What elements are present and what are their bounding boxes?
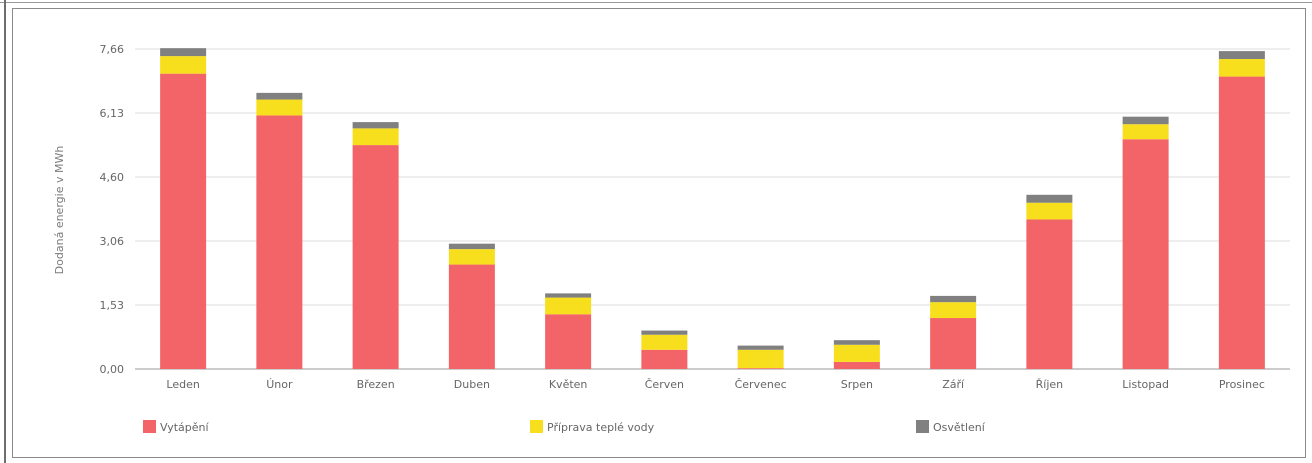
bar-priprava-tepla-vody xyxy=(1026,202,1073,220)
bar-vytapeni xyxy=(1218,76,1265,369)
y-tick-label: 0,00 xyxy=(100,363,125,376)
bar-priprava-tepla-vody xyxy=(545,297,592,315)
legend-swatch xyxy=(143,420,156,433)
bar-osvetleni xyxy=(1218,51,1265,60)
bar-vytapeni xyxy=(352,145,399,369)
bar-osvetleni xyxy=(737,345,784,350)
bar-priprava-tepla-vody xyxy=(1218,59,1265,77)
legend-label: Vytápění xyxy=(160,421,210,434)
bar-priprava-tepla-vody xyxy=(737,349,784,369)
bar-vytapeni xyxy=(545,314,592,369)
bar-vytapeni xyxy=(930,318,977,369)
page-edge-left xyxy=(4,0,6,463)
bar-priprava-tepla-vody xyxy=(833,344,880,362)
bar-vytapeni xyxy=(737,368,784,369)
bars xyxy=(160,48,1265,369)
bar-osvetleni xyxy=(1122,116,1169,125)
bar-priprava-tepla-vody xyxy=(160,56,207,74)
x-tick-label: Květen xyxy=(549,378,588,391)
bar-osvetleni xyxy=(833,340,880,345)
x-tick-label: Leden xyxy=(166,378,199,391)
bar-vytapeni xyxy=(641,349,688,369)
x-tick-label: Únor xyxy=(266,378,293,391)
legend: Vytápění Příprava teplé vody Osvětlení xyxy=(143,420,986,434)
x-tick-label: Září xyxy=(942,378,965,391)
x-tick-label: Červen xyxy=(645,378,684,391)
x-tick-label: Březen xyxy=(357,378,395,391)
bar-priprava-tepla-vody xyxy=(930,302,977,319)
y-tick-label: 4,60 xyxy=(100,171,125,184)
bar-vytapeni xyxy=(256,115,303,369)
legend-label: Osvětlení xyxy=(933,421,986,434)
bar-osvetleni xyxy=(448,243,495,250)
bar-priprava-tepla-vody xyxy=(352,128,399,146)
x-tick-label: Srpen xyxy=(841,378,873,391)
bar-osvetleni xyxy=(1026,194,1073,203)
bar-priprava-tepla-vody xyxy=(1122,124,1169,140)
bar-osvetleni xyxy=(256,92,303,100)
bar-priprava-tepla-vody xyxy=(641,334,688,350)
x-tick-label: Duben xyxy=(454,378,490,391)
bar-vytapeni xyxy=(833,361,880,369)
y-tick-label: 6,13 xyxy=(100,107,125,120)
y-tick-label: 3,06 xyxy=(100,235,125,248)
bar-priprava-tepla-vody xyxy=(256,99,303,116)
x-tick-label: Listopad xyxy=(1122,378,1169,391)
x-tick-label: Prosinec xyxy=(1219,378,1265,391)
bar-priprava-tepla-vody xyxy=(448,249,495,265)
x-tick-label: Říjen xyxy=(1036,378,1064,391)
y-tick-label: 1,53 xyxy=(100,299,125,312)
legend-swatch xyxy=(530,420,543,433)
x-axis-ticks: Leden Únor Březen Duben Květen Červen Červenec… xyxy=(166,378,1264,391)
bar-osvetleni xyxy=(160,48,207,57)
legend-swatch xyxy=(916,420,929,433)
y-axis-ticks: 0,00 1,53 3,06 4,60 6,13 7,66 xyxy=(100,43,125,376)
chart-frame xyxy=(12,8,1306,458)
y-tick-label: 7,66 xyxy=(100,43,125,56)
y-axis-title: Dodaná energie v MWh xyxy=(53,146,66,275)
bar-osvetleni xyxy=(545,293,592,298)
bar-vytapeni xyxy=(448,264,495,369)
page-edge-top xyxy=(0,2,1312,3)
bar-osvetleni xyxy=(930,295,977,303)
bar-vytapeni xyxy=(1026,219,1073,369)
bar-osvetleni xyxy=(352,122,399,129)
bar-vytapeni xyxy=(1122,139,1169,369)
bar-vytapeni xyxy=(160,73,207,369)
legend-label: Příprava teplé vody xyxy=(547,421,655,434)
x-tick-label: Červenec xyxy=(735,378,787,391)
grid-lines xyxy=(135,48,1290,370)
bar-osvetleni xyxy=(641,330,688,335)
